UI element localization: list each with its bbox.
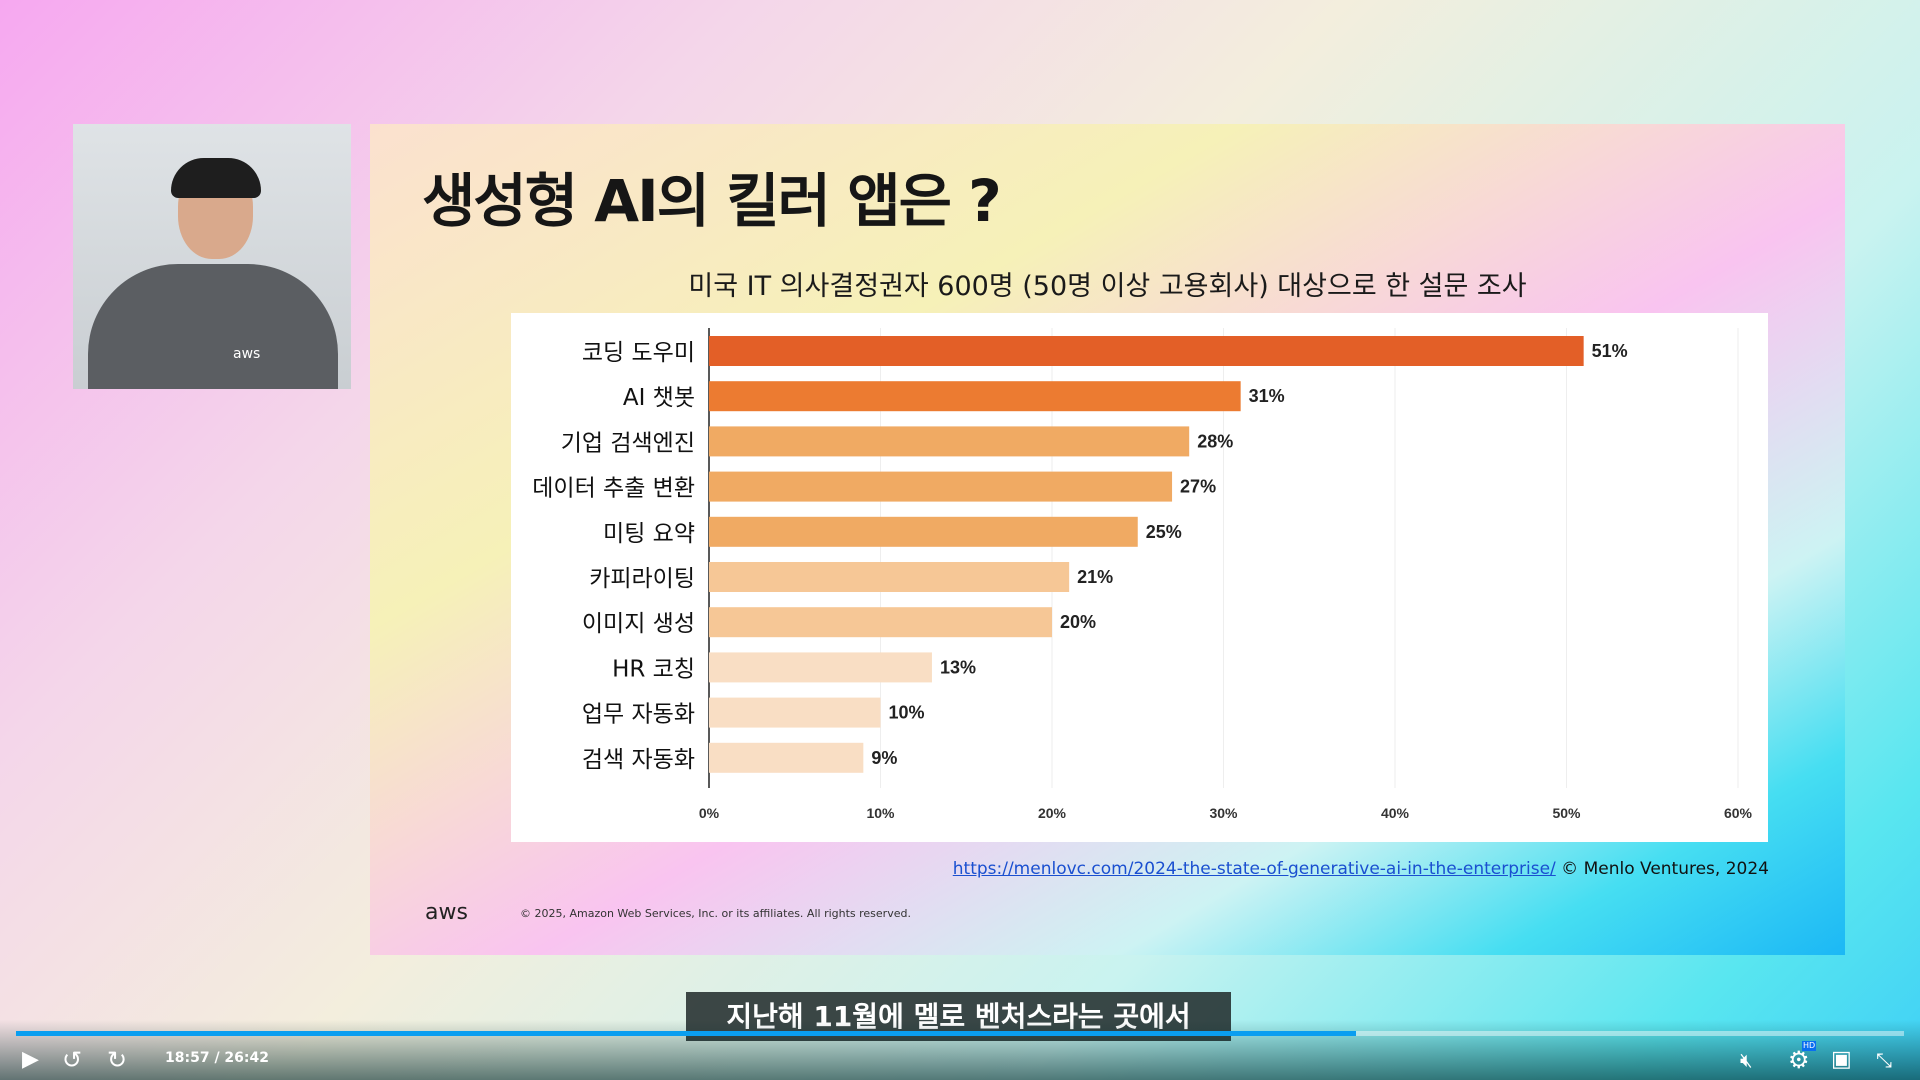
category-label: 코딩 도우미 bbox=[582, 340, 695, 366]
category-label: 미팅 요약 bbox=[603, 521, 695, 547]
category-label: 데이터 추출 변환 bbox=[532, 476, 695, 502]
bar bbox=[709, 697, 881, 728]
bar bbox=[709, 471, 1173, 502]
x-tick-label: 60% bbox=[1724, 805, 1753, 821]
category-label: 이미지 생성 bbox=[582, 611, 695, 637]
x-tick-label: 30% bbox=[1209, 805, 1238, 821]
presenter-body bbox=[88, 264, 338, 389]
aws-logo: aws bbox=[425, 900, 468, 925]
data-label: 31% bbox=[1249, 386, 1285, 406]
data-label: 25% bbox=[1146, 522, 1182, 542]
settings-icon[interactable]: ⚙ bbox=[1788, 1046, 1810, 1074]
bar bbox=[709, 607, 1052, 638]
slide: 생성형 AI의 킬러 앱은 ? 미국 IT 의사결정권자 600명 (50명 이… bbox=[370, 124, 1845, 955]
category-label: 기업 검색엔진 bbox=[561, 430, 695, 456]
bar bbox=[709, 426, 1190, 457]
data-label: 21% bbox=[1077, 567, 1113, 587]
exit-fullscreen-icon[interactable]: ⤡ bbox=[1876, 1048, 1892, 1072]
source-line: https://menlovc.com/2024-the-state-of-ge… bbox=[953, 859, 1769, 879]
x-tick-label: 20% bbox=[1038, 805, 1067, 821]
data-label: 27% bbox=[1180, 477, 1216, 497]
progress-bar[interactable] bbox=[16, 1031, 1904, 1036]
data-label: 51% bbox=[1592, 341, 1628, 361]
hd-badge: HD bbox=[1802, 1041, 1817, 1051]
bar bbox=[709, 381, 1241, 412]
bar bbox=[709, 742, 864, 773]
mute-icon[interactable]: 🔇︎ bbox=[1740, 1048, 1753, 1072]
data-label: 10% bbox=[889, 703, 925, 723]
category-label: 검색 자동화 bbox=[582, 747, 695, 773]
category-label: 카피라이팅 bbox=[589, 566, 695, 592]
forward-10-icon[interactable]: ↻ bbox=[107, 1046, 128, 1074]
player-controls bbox=[0, 1020, 1920, 1080]
play-icon[interactable]: ▶ bbox=[22, 1047, 39, 1072]
data-label: 20% bbox=[1060, 612, 1096, 632]
x-tick-label: 50% bbox=[1552, 805, 1581, 821]
bar bbox=[709, 562, 1070, 592]
presenter-hair bbox=[171, 158, 261, 198]
slide-title: 생성형 AI의 킬러 앱은 ? bbox=[422, 167, 1002, 235]
progress-fill bbox=[16, 1031, 1357, 1036]
data-label: 28% bbox=[1197, 431, 1233, 451]
category-label: HR 코칭 bbox=[612, 656, 695, 682]
x-tick-label: 40% bbox=[1381, 805, 1410, 821]
presenter-webcam: aws bbox=[73, 124, 351, 389]
category-label: 업무 자동화 bbox=[582, 702, 695, 728]
miniplayer-icon[interactable]: ▣ bbox=[1831, 1047, 1852, 1072]
bar bbox=[709, 336, 1584, 366]
category-label: AI 챗봇 bbox=[623, 385, 695, 411]
slide-subtitle: 미국 IT 의사결정권자 600명 (50명 이상 고용회사) 대상으로 한 설… bbox=[688, 271, 1527, 302]
x-tick-label: 10% bbox=[866, 805, 895, 821]
shirt-logo: aws bbox=[233, 346, 261, 362]
source-credit: © Menlo Ventures, 2024 bbox=[1561, 859, 1769, 879]
chart-svg: 0% 10% 20% 30% 40% 50% 60% 51% 코딩 도우미 31% AI 챗봇 28%… bbox=[532, 328, 1753, 821]
time-display: 18:57 / 26:42 bbox=[165, 1050, 269, 1066]
bar bbox=[709, 516, 1138, 547]
data-label: 13% bbox=[940, 657, 976, 677]
x-tick-label: 0% bbox=[699, 805, 720, 821]
bar-chart: 0% 10% 20% 30% 40% 50% 60% 51% 코딩 도우미 31% AI 챗봇 28%… bbox=[511, 313, 1768, 842]
bar bbox=[709, 652, 932, 683]
copyright: © 2025, Amazon Web Services, Inc. or its… bbox=[520, 907, 911, 920]
source-link[interactable]: https://menlovc.com/2024-the-state-of-ge… bbox=[952, 859, 1556, 879]
data-label: 9% bbox=[871, 748, 897, 768]
rewind-10-icon[interactable]: ↺ bbox=[62, 1046, 83, 1074]
